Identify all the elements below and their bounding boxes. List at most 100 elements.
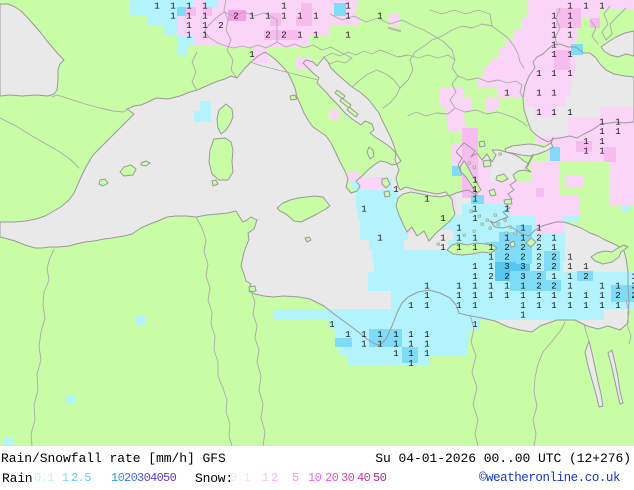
svg-text:1: 1: [472, 195, 477, 205]
svg-text:2: 2: [536, 243, 541, 253]
svg-text:1: 1: [536, 108, 541, 118]
svg-text:1: 1: [551, 11, 556, 21]
svg-text:1: 1: [408, 330, 413, 340]
svg-text:1: 1: [472, 301, 477, 311]
svg-text:1: 1: [361, 204, 366, 214]
svg-text:1: 1: [504, 291, 509, 301]
svg-text:1: 1: [202, 31, 207, 41]
svg-text:1: 1: [615, 127, 620, 137]
svg-text:1: 1: [567, 272, 572, 282]
svg-text:1: 1: [408, 339, 413, 349]
svg-text:1: 1: [520, 282, 525, 292]
svg-text:1: 1: [631, 272, 634, 282]
svg-text:1: 1: [472, 272, 477, 282]
svg-text:1: 1: [504, 233, 509, 243]
svg-text:2: 2: [583, 272, 588, 282]
svg-text:1: 1: [393, 349, 398, 359]
svg-text:1: 1: [440, 233, 445, 243]
svg-text:1: 1: [504, 89, 509, 99]
svg-text:1: 1: [567, 50, 572, 60]
svg-text:1: 1: [567, 301, 572, 311]
svg-text:1: 1: [377, 339, 382, 349]
svg-text:1: 1: [551, 50, 556, 60]
svg-text:1: 1: [186, 11, 191, 21]
svg-text:1: 1: [472, 291, 477, 301]
svg-text:2: 2: [536, 233, 541, 243]
svg-text:1: 1: [472, 282, 477, 292]
svg-text:1: 1: [551, 291, 556, 301]
svg-text:1: 1: [551, 233, 556, 243]
svg-text:1: 1: [472, 185, 477, 195]
svg-text:1: 1: [297, 11, 302, 21]
svg-text:1: 1: [599, 146, 604, 156]
svg-text:1: 1: [488, 253, 493, 263]
svg-text:2: 2: [504, 272, 509, 282]
svg-text:1: 1: [504, 282, 509, 292]
svg-text:1: 1: [472, 243, 477, 253]
svg-text:1: 1: [567, 69, 572, 79]
svg-text:1: 1: [186, 21, 191, 31]
svg-text:1: 1: [377, 233, 382, 243]
svg-text:1: 1: [472, 320, 477, 330]
svg-text:1: 1: [361, 339, 366, 349]
svg-text:1: 1: [551, 69, 556, 79]
svg-text:1: 1: [551, 243, 556, 253]
svg-text:1: 1: [170, 11, 175, 21]
svg-text:2: 2: [536, 272, 541, 282]
svg-text:1: 1: [424, 282, 429, 292]
svg-text:3: 3: [520, 272, 525, 282]
svg-text:1: 1: [377, 11, 382, 21]
svg-text:2: 2: [488, 272, 493, 282]
svg-text:2: 2: [631, 291, 634, 301]
svg-text:1: 1: [281, 11, 286, 21]
svg-text:1: 1: [599, 2, 604, 12]
svg-text:1: 1: [551, 89, 556, 99]
svg-text:1: 1: [504, 204, 509, 214]
svg-text:2: 2: [551, 282, 556, 292]
svg-text:2: 2: [536, 282, 541, 292]
svg-text:2: 2: [520, 253, 525, 263]
svg-text:3: 3: [631, 282, 634, 292]
svg-text:1: 1: [488, 243, 493, 253]
svg-text:1: 1: [599, 282, 604, 292]
svg-text:1: 1: [345, 330, 350, 340]
svg-text:2: 2: [536, 262, 541, 272]
svg-text:1: 1: [520, 311, 525, 321]
svg-text:1: 1: [393, 339, 398, 349]
svg-text:1: 1: [567, 11, 572, 21]
svg-text:2: 2: [520, 243, 525, 253]
svg-text:1: 1: [313, 11, 318, 21]
svg-text:1: 1: [583, 262, 588, 272]
svg-text:1: 1: [599, 118, 604, 128]
svg-text:2: 2: [504, 243, 509, 253]
svg-text:1: 1: [456, 291, 461, 301]
svg-text:1: 1: [186, 31, 191, 41]
svg-text:1: 1: [249, 11, 254, 21]
svg-text:1: 1: [551, 31, 556, 41]
svg-text:1: 1: [424, 349, 429, 359]
svg-text:1: 1: [583, 2, 588, 12]
svg-text:1: 1: [567, 282, 572, 292]
svg-text:1: 1: [472, 262, 477, 272]
svg-text:1: 1: [393, 330, 398, 340]
svg-text:1: 1: [536, 224, 541, 234]
svg-text:1: 1: [202, 2, 207, 12]
svg-text:1: 1: [297, 31, 302, 41]
svg-text:1: 1: [488, 282, 493, 292]
svg-text:1: 1: [520, 233, 525, 243]
svg-text:2: 2: [551, 262, 556, 272]
svg-text:1: 1: [472, 175, 477, 185]
svg-text:1: 1: [551, 301, 556, 311]
svg-text:1: 1: [472, 233, 477, 243]
svg-text:1: 1: [393, 185, 398, 195]
svg-text:1: 1: [520, 224, 525, 234]
svg-text:1: 1: [456, 233, 461, 243]
svg-text:1: 1: [249, 50, 254, 60]
svg-text:1: 1: [567, 31, 572, 41]
svg-text:1: 1: [202, 11, 207, 21]
svg-text:1: 1: [408, 349, 413, 359]
svg-text:1: 1: [424, 301, 429, 311]
svg-text:1: 1: [154, 2, 159, 12]
svg-text:1: 1: [345, 2, 350, 12]
svg-text:1: 1: [583, 146, 588, 156]
